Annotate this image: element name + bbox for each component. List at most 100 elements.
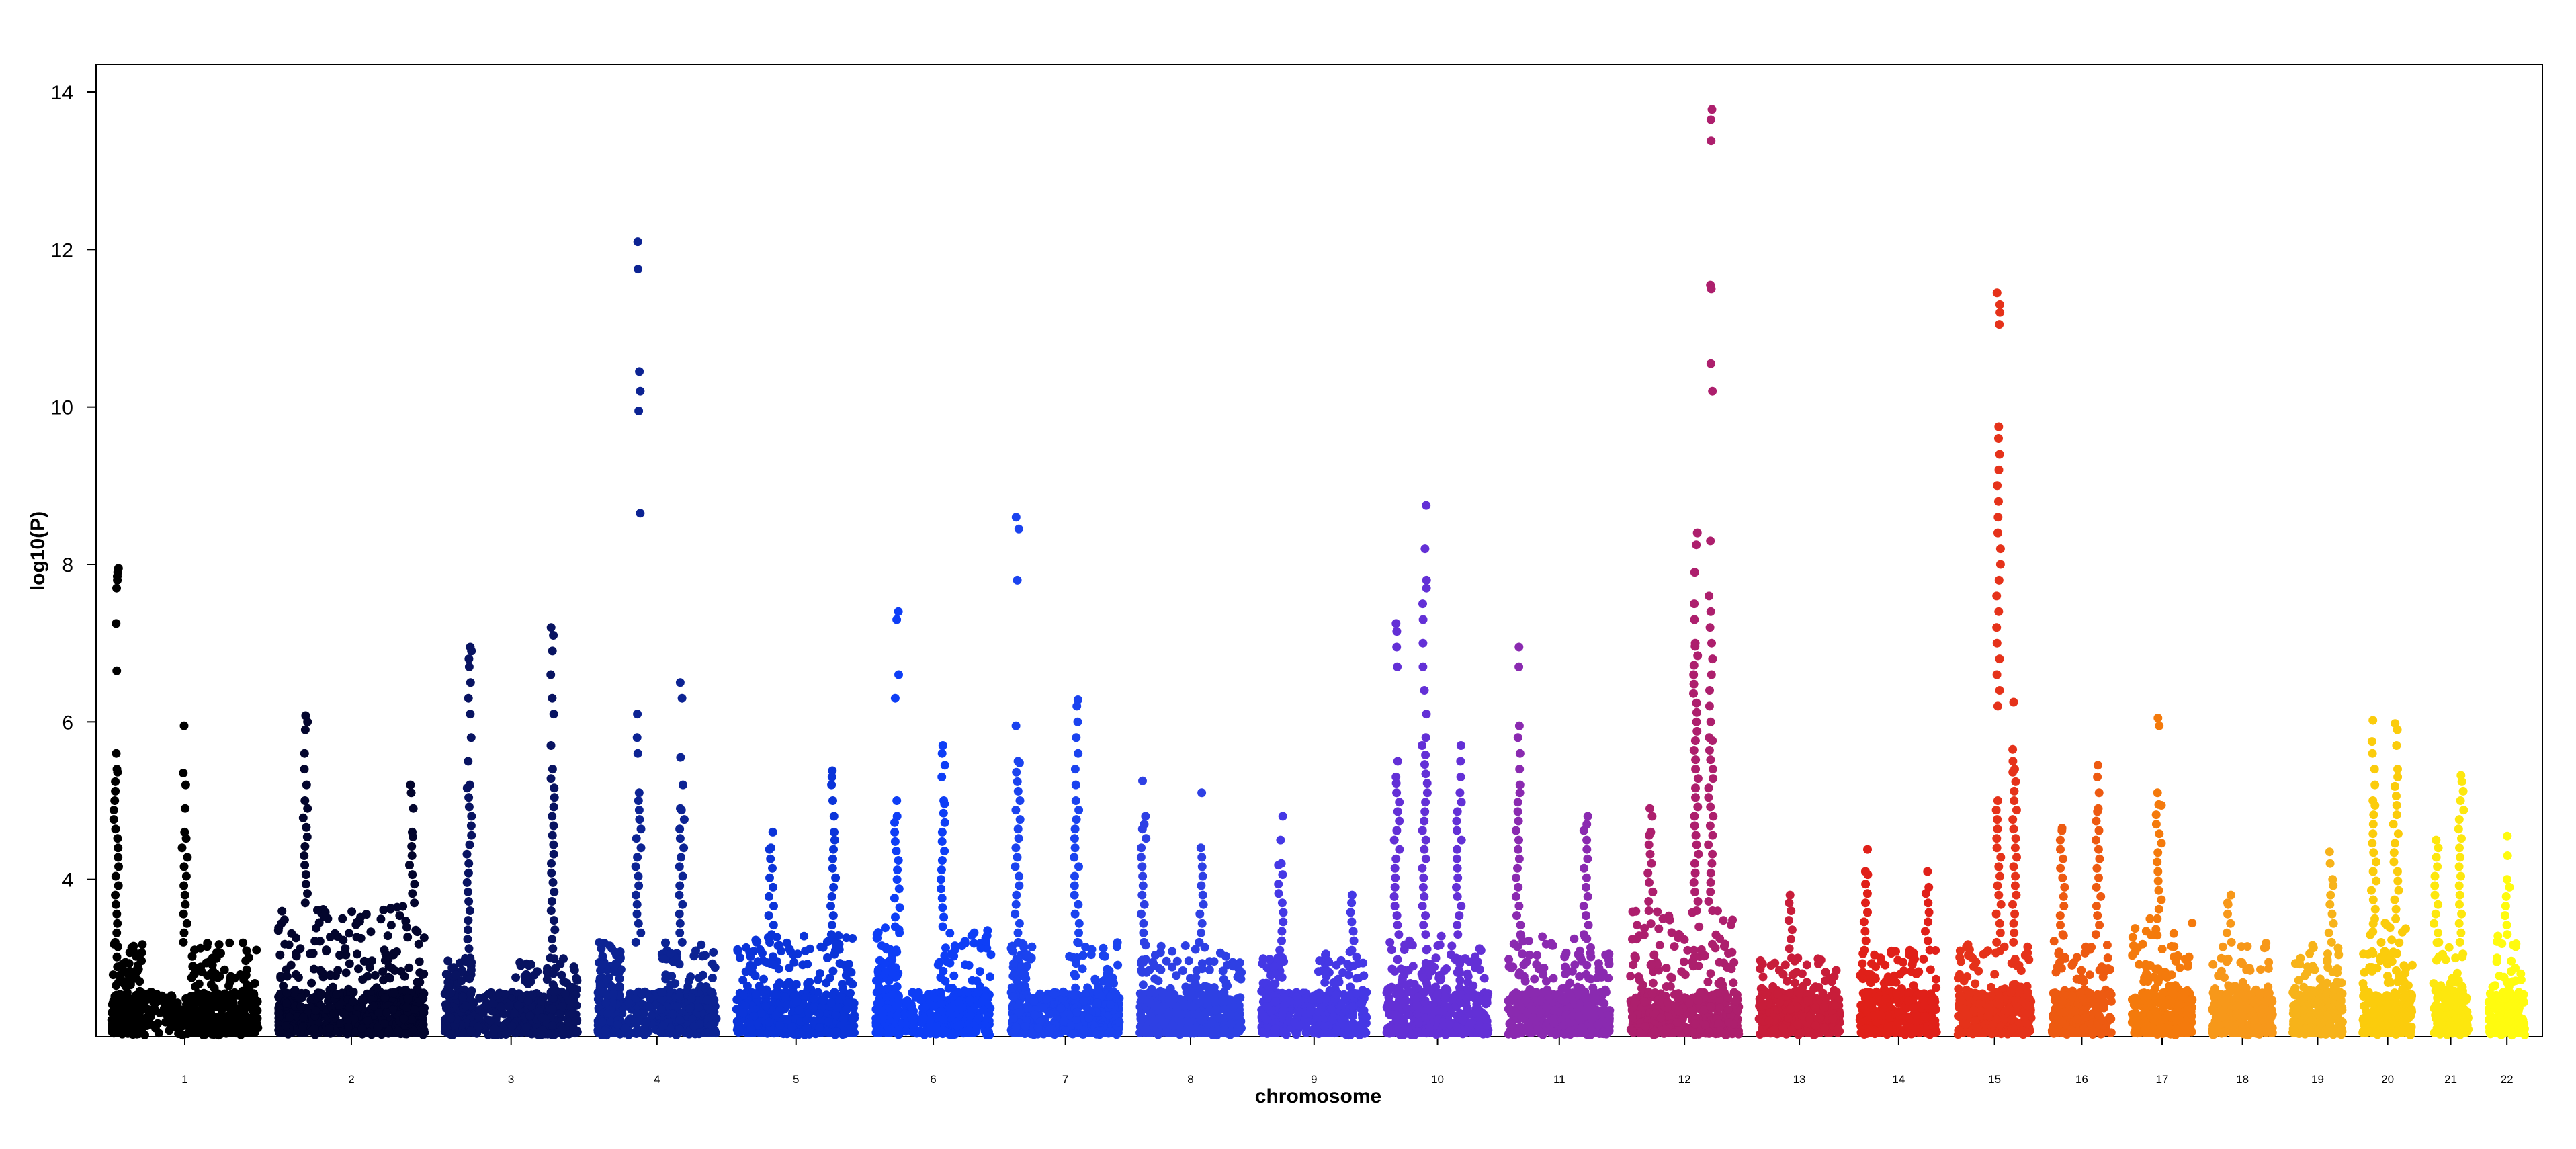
snp-point [967, 931, 976, 940]
snp-point [814, 1009, 824, 1019]
peak-point [675, 834, 685, 843]
peak-point [463, 935, 472, 944]
peak-point [892, 875, 902, 884]
peak-point [1013, 937, 1023, 947]
peak-point [1011, 806, 1021, 815]
peak-point [827, 892, 836, 901]
snp-point [298, 1022, 308, 1031]
peak-point [937, 749, 947, 758]
peak-point [675, 928, 685, 937]
peak-point [1073, 717, 1082, 726]
peak-point [179, 769, 188, 777]
snp-point [597, 960, 607, 969]
peak-point [181, 834, 191, 843]
peak-point [464, 916, 473, 925]
x-tick-label: 7 [1062, 1073, 1068, 1086]
peak-point [634, 788, 644, 798]
snp-point [1030, 1010, 1039, 1019]
snp-point [957, 1003, 967, 1012]
peak-point [890, 894, 899, 903]
snp-point [190, 945, 199, 955]
snp-point [516, 961, 525, 970]
y-tick-label: 12 [51, 239, 73, 261]
snp-point [647, 1011, 656, 1020]
snp-point [452, 970, 461, 980]
peak-point [679, 780, 687, 790]
snp-point [113, 996, 122, 1006]
peak-point [406, 788, 416, 798]
peak-point [548, 646, 557, 656]
snp-point [818, 996, 828, 1005]
x-tick-label: 2 [348, 1073, 354, 1086]
snp-point [892, 1011, 902, 1021]
peak-point [828, 863, 837, 873]
snp-point [640, 1030, 649, 1039]
snp-point [341, 968, 351, 978]
peak-point [892, 615, 902, 624]
snp-point [793, 1030, 803, 1039]
peak-point [940, 761, 949, 770]
peak-point [112, 583, 121, 593]
snp-point [1197, 959, 1207, 968]
peak-point [937, 837, 947, 846]
snp-point [407, 1015, 417, 1024]
snp-point [603, 1009, 612, 1018]
snp-point [358, 975, 368, 984]
snp-point [361, 910, 371, 919]
snp-point [986, 950, 996, 960]
peak-point [112, 749, 121, 758]
snp-point [961, 960, 970, 970]
snp-point [123, 980, 132, 990]
snp-point [404, 963, 414, 972]
peak-point [764, 911, 773, 921]
peak-point [1012, 767, 1021, 777]
peak-point [1011, 513, 1021, 522]
snp-point [874, 1028, 884, 1037]
snp-point [413, 978, 422, 987]
peak-point [303, 717, 312, 726]
snp-point [570, 998, 579, 1008]
snp-point [1042, 994, 1051, 1004]
snp-point [138, 940, 147, 949]
peak-point [1073, 937, 1082, 947]
snp-point [828, 966, 838, 976]
snp-point [124, 959, 134, 968]
snp-point [848, 1014, 857, 1023]
peak-point [632, 733, 642, 742]
snp-point [848, 934, 857, 943]
snp-point [369, 1001, 378, 1011]
peak-point [179, 862, 189, 871]
snp-point [415, 957, 424, 966]
snp-point [558, 1002, 567, 1011]
snp-point [1111, 991, 1120, 1001]
peak-point [828, 854, 837, 863]
peak-point [181, 780, 190, 790]
snp-point [976, 943, 986, 953]
snp-point [733, 946, 742, 955]
snp-point [239, 1008, 249, 1017]
snp-point [402, 923, 411, 932]
snp-point [213, 1020, 222, 1029]
peak-point [890, 837, 900, 846]
snp-point [127, 943, 136, 952]
x-tick-label: 5 [793, 1073, 799, 1086]
snp-point [1029, 997, 1039, 1006]
snp-point [1099, 951, 1108, 960]
snp-point [212, 948, 222, 958]
peak-point [831, 873, 841, 882]
snp-point [384, 972, 393, 982]
snp-point [710, 1011, 719, 1020]
peak-point [1070, 765, 1080, 774]
peak-point [548, 765, 557, 774]
peak-point [1013, 824, 1023, 834]
snp-point [1205, 965, 1214, 974]
snp-point [919, 1013, 929, 1023]
snp-point [208, 1014, 218, 1023]
peak-point [406, 780, 415, 790]
snp-point [1084, 1013, 1094, 1023]
snp-point [283, 972, 292, 981]
snp-point [1090, 974, 1100, 984]
peak-point [549, 710, 558, 719]
peak-point [303, 889, 312, 898]
snp-point [666, 949, 675, 958]
